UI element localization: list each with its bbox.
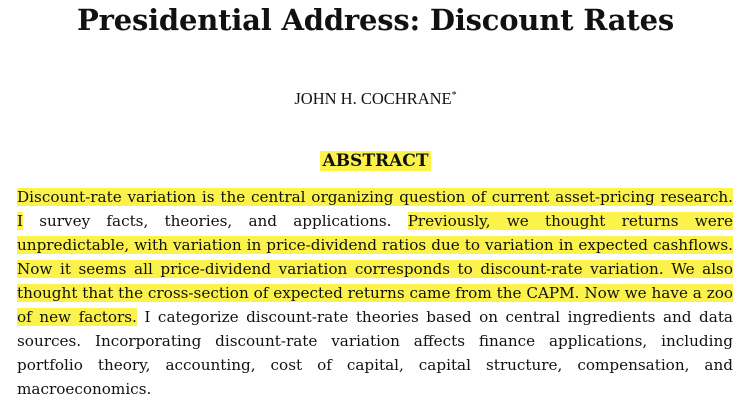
abstract-segment: I categorize discount-rate theories base… bbox=[17, 308, 733, 398]
abstract-heading: ABSTRACT bbox=[0, 151, 751, 172]
abstract-segment: survey facts, theories, and applications… bbox=[23, 212, 408, 230]
abstract-heading-label: ABSTRACT bbox=[319, 151, 432, 171]
paper-title: Presidential Address: Discount Rates bbox=[77, 3, 674, 37]
abstract-body: Discount-rate variation is the central o… bbox=[17, 185, 733, 401]
author-line: JOHN H. COCHRANE* bbox=[0, 86, 751, 109]
author-footnote-mark: * bbox=[451, 90, 457, 101]
author-name: JOHN H. COCHRANE bbox=[294, 89, 452, 108]
